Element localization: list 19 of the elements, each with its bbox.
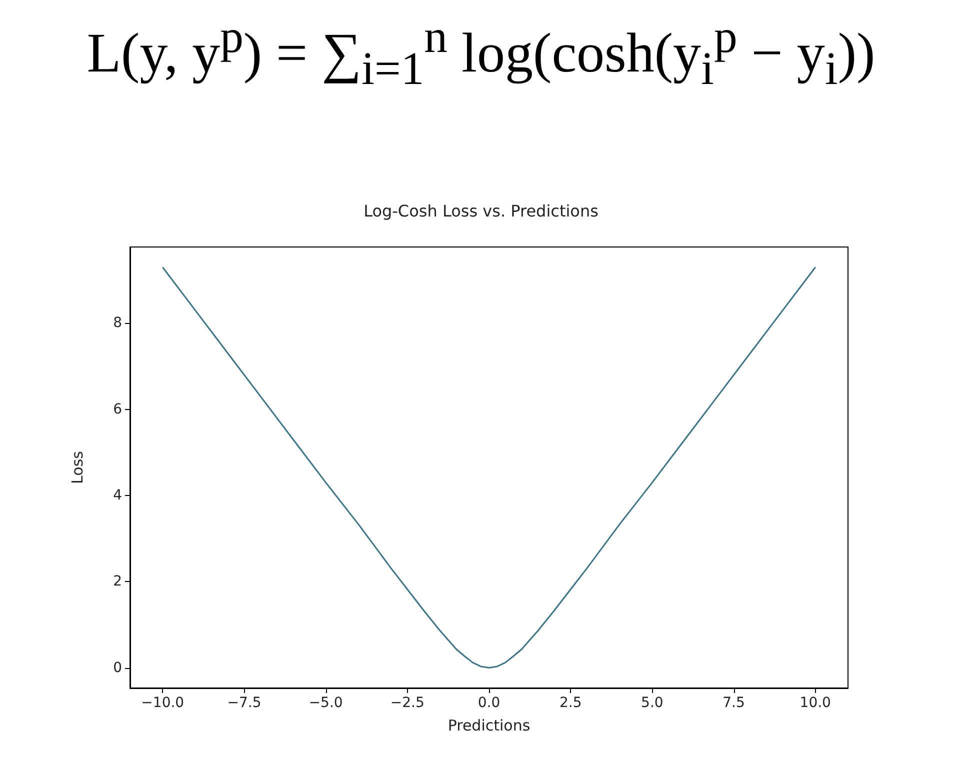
y-tick-label: 6 [113, 401, 122, 418]
x-tick-label: 5.0 [641, 695, 664, 711]
line-series [162, 266, 816, 669]
x-tick-label: −7.5 [227, 695, 262, 711]
x-tick-label: 0.0 [478, 695, 500, 711]
x-tick-label: −10.0 [141, 695, 184, 711]
x-tick-label: 10.0 [800, 695, 831, 711]
y-axis-title: Loss [68, 450, 86, 484]
x-axis-title: Predictions [448, 716, 530, 734]
chart-title: Log-Cosh Loss vs. Predictions [364, 202, 598, 220]
y-tick-label: 4 [113, 487, 122, 504]
x-tick-label: 2.5 [559, 695, 582, 711]
y-tick-label: 0 [113, 660, 122, 676]
x-tick-label: −2.5 [390, 695, 424, 711]
y-tick-label: 2 [113, 574, 122, 590]
text: L(y, y$^{p}$) = ∑$_{i=1}$$^{n}$ log(cosh(y$_{i}$$^{p}$ − y$_{i}$)) [86, 11, 876, 95]
x-tick-label: −5.0 [308, 695, 343, 711]
y-tick-label: 8 [113, 315, 122, 332]
x-tick-label: 7.5 [722, 695, 745, 711]
